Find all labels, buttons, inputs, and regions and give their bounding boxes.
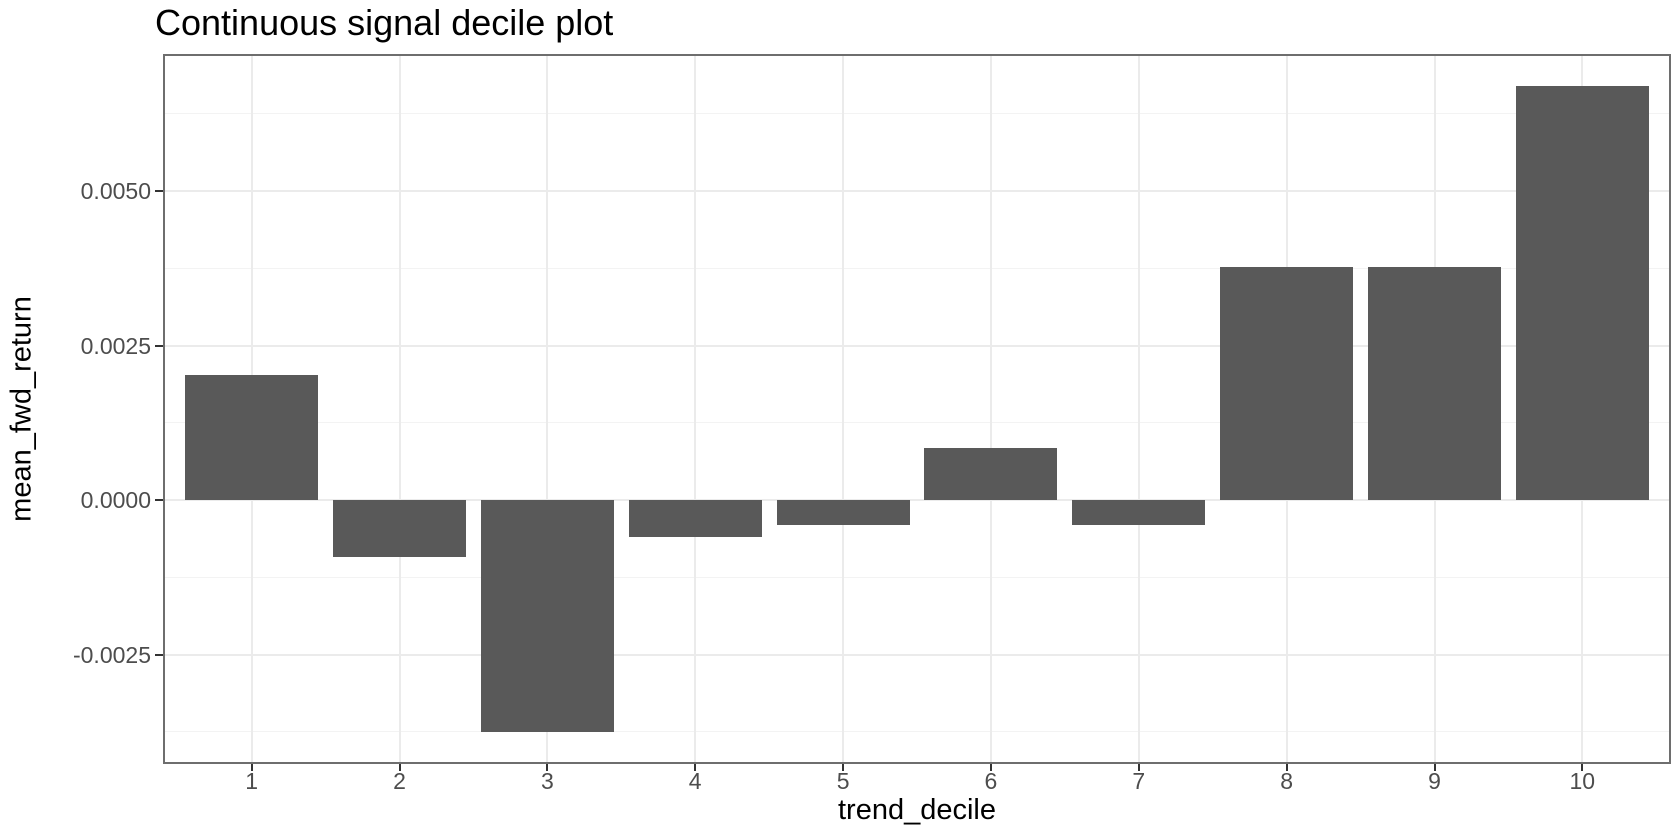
x-tick-label-8: 8: [1280, 768, 1293, 794]
bar-decile-7: [1072, 500, 1206, 526]
major-gridline-x-2: [398, 54, 401, 764]
x-tick-7: [1137, 764, 1140, 771]
y-tick-0.0050: [155, 190, 163, 193]
major-gridline-y-0.0000: [163, 499, 1671, 502]
x-tick-8: [1285, 764, 1288, 771]
y-tick-label-0.0000: 0.0000: [80, 487, 151, 514]
x-tick-2: [398, 764, 401, 771]
x-tick-label-5: 5: [836, 768, 850, 794]
x-tick-3: [546, 764, 549, 771]
minor-gridline-y-0.00625: [163, 113, 1671, 115]
x-tick-6: [989, 764, 992, 771]
bar-decile-10: [1515, 86, 1649, 501]
major-gridline-x-5: [842, 54, 845, 764]
x-tick-label-2: 2: [393, 768, 406, 794]
y-tick-label-0.0025: 0.0025: [80, 332, 151, 359]
bar-decile-4: [628, 500, 762, 537]
major-gridline-y-0.0050: [163, 190, 1671, 193]
x-tick-label-3: 3: [540, 768, 554, 794]
major-gridline-x-7: [1137, 54, 1140, 764]
x-tick-label-10: 10: [1569, 768, 1596, 794]
y-tick-label--0.0025: -0.0025: [72, 641, 151, 668]
major-gridline-y--0.0025: [163, 653, 1671, 656]
major-gridline-x-3: [546, 54, 549, 764]
major-gridline-x-6: [989, 54, 992, 764]
y-tick-0.0000: [155, 499, 163, 502]
x-tick-5: [842, 764, 845, 771]
x-axis-title: trend_decile: [838, 794, 996, 826]
x-tick-9: [1433, 764, 1436, 771]
x-tick-label-1: 1: [245, 768, 259, 794]
plot-panel: [163, 54, 1671, 764]
y-tick-0.0025: [155, 344, 163, 347]
x-tick-label-7: 7: [1132, 768, 1146, 794]
x-tick-label-6: 6: [984, 768, 998, 794]
bar-decile-6: [924, 448, 1058, 501]
x-tick-label-4: 4: [688, 768, 702, 794]
minor-gridline-y-0.00375: [163, 267, 1671, 269]
major-gridline-x-4: [694, 54, 697, 764]
x-tick-label-9: 9: [1428, 768, 1441, 794]
bar-decile-5: [776, 500, 910, 526]
x-tick-4: [694, 764, 697, 771]
bar-decile-8: [1220, 266, 1354, 501]
minor-gridline-y-0.00125: [163, 422, 1671, 424]
y-tick-label-0.0050: 0.0050: [80, 178, 151, 205]
x-tick-10: [1581, 764, 1584, 771]
bar-decile-3: [480, 500, 614, 732]
bar-decile-2: [333, 500, 467, 557]
minor-gridline-y--0.00375: [163, 731, 1671, 733]
major-gridline-y-0.0025: [163, 344, 1671, 347]
x-tick-1: [250, 764, 253, 771]
plot-title: Continuous signal decile plot: [155, 2, 614, 43]
bar-decile-1: [185, 375, 319, 501]
y-tick--0.0025: [155, 653, 163, 656]
minor-gridline-y--0.00125: [163, 576, 1671, 578]
bar-decile-9: [1367, 267, 1501, 501]
